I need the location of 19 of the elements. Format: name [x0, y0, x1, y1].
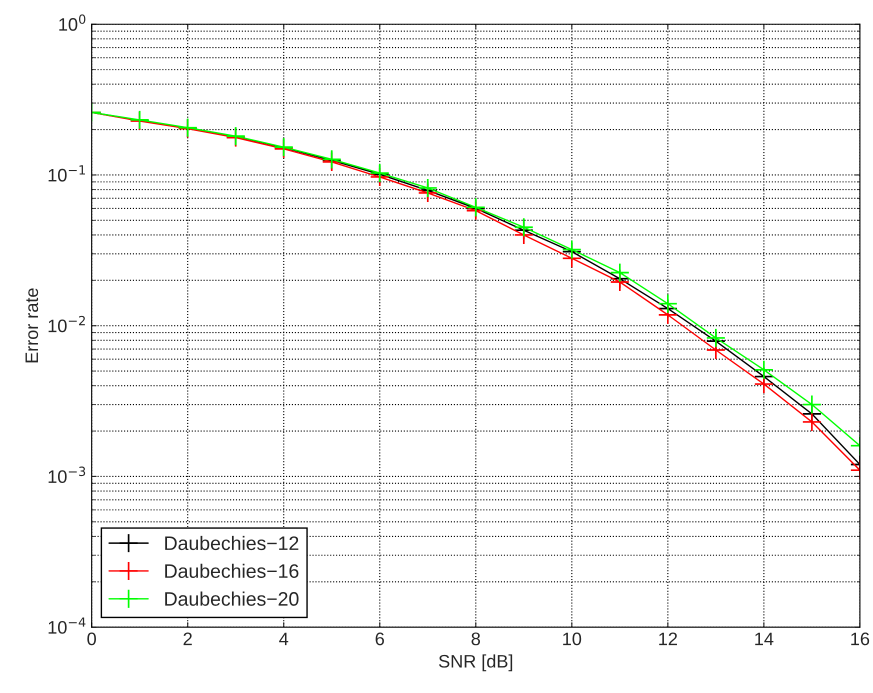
x-tick-label: 8 — [472, 632, 480, 646]
y-tick-label: 10$^{0}$ — [59, 14, 86, 31]
x-tick-label: 6 — [376, 632, 384, 646]
y-tick-label: 10$^{−4}$ — [48, 617, 86, 634]
legend-label: Daubechies−12 — [165, 536, 298, 550]
x-tick-label: 2 — [184, 632, 192, 646]
x-tick-label: 16 — [851, 632, 870, 646]
legend-label: Daubechies−16 — [165, 564, 298, 578]
x-tick-label: 14 — [755, 632, 774, 646]
legend-label: Daubechies−20 — [165, 592, 299, 606]
y-tick-label: 10$^{−1}$ — [48, 165, 85, 182]
y-axis-title: Error rate — [26, 288, 38, 362]
x-tick-label: 12 — [659, 632, 677, 646]
y-tick-label: 10$^{−3}$ — [48, 466, 86, 484]
y-tick-label: 10$^{−2}$ — [48, 316, 85, 332]
x-tick-label: 4 — [279, 632, 288, 646]
x-axis-title: SNR [dB] — [438, 654, 512, 672]
x-tick-label: 0 — [87, 632, 96, 646]
x-tick-label: 10 — [563, 632, 582, 646]
